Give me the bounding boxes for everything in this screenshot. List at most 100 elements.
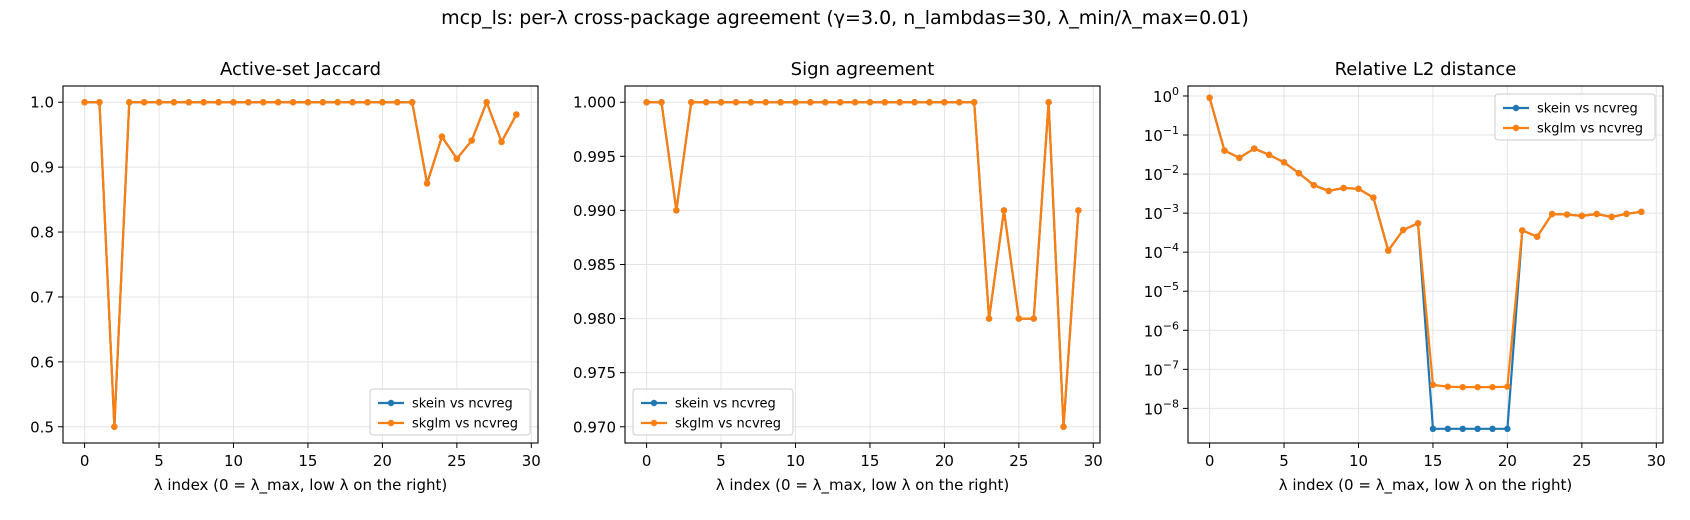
data-point [1265, 151, 1273, 159]
data-point [245, 99, 252, 106]
y-tick-label: 1.0 [30, 94, 54, 112]
data-point [702, 99, 710, 106]
legend: skein vs ncvreg skglm vs ncvreg [369, 388, 531, 436]
data-point [364, 99, 371, 106]
legend-box [369, 388, 531, 436]
data-point [304, 99, 312, 106]
y-tick-label: 100 [1153, 85, 1179, 106]
data-point [1429, 425, 1437, 433]
y-tick-label: 10−1 [1144, 124, 1179, 145]
x-tick-label: 20 [1498, 452, 1517, 470]
data-point [1608, 213, 1615, 221]
data-point [1280, 159, 1288, 166]
data-point [1251, 145, 1258, 152]
y-tick-label: 0.9 [30, 159, 54, 177]
data-point [1519, 227, 1526, 234]
x-axis-label: λ index (0 = λ_max, low λ on the right) [716, 476, 1010, 495]
y-tick-label: 0.7 [30, 288, 54, 306]
x-tick-label: 15 [860, 452, 879, 470]
data-point [111, 423, 118, 430]
data-point [1206, 94, 1213, 101]
chart-panel-1: 0 5 10 15 20 25 30 0.5 0.6 0.7 0.8 0.9 1.0 Active-set… [30, 59, 541, 495]
data-point [822, 99, 829, 106]
y-tick-label: 0.6 [30, 353, 54, 371]
figure-title: mcp_ls: per-λ cross-package agreement (γ… [441, 7, 1249, 29]
legend-entry-label: skein vs ncvreg [675, 397, 776, 412]
legend-entry-label: skglm vs ncvreg [675, 417, 781, 432]
data-point [1638, 208, 1645, 216]
data-point [215, 99, 222, 106]
x-tick-label: 5 [716, 452, 726, 470]
data-point [200, 99, 207, 106]
data-point [1459, 425, 1466, 433]
data-point [1444, 383, 1452, 390]
data-point [1459, 383, 1466, 391]
x-tick-label: 25 [1572, 452, 1591, 470]
data-point [140, 99, 148, 106]
legend-entry-label: skglm vs ncvreg [412, 417, 518, 432]
data-point [319, 99, 327, 106]
data-point [717, 99, 725, 106]
axes-title: Relative L2 distance [1335, 59, 1517, 80]
y-tick-label: 0.985 [573, 256, 616, 274]
data-point [96, 99, 103, 106]
x-tick-label: 25 [1009, 452, 1028, 470]
data-point [1414, 220, 1422, 227]
data-point [126, 99, 133, 106]
x-tick-label: 0 [1205, 452, 1215, 470]
data-point [1504, 383, 1511, 390]
data-point [1623, 210, 1630, 218]
chart-panel-3: 0 5 10 15 20 25 30 10−8 10−7 10−6 10−5 10−4 10−3 10−2… [1144, 59, 1666, 495]
data-point [408, 99, 416, 106]
data-point [453, 155, 461, 162]
data-point [1429, 381, 1437, 389]
data-point [985, 315, 993, 322]
data-point [1489, 383, 1496, 391]
data-point [1533, 233, 1541, 240]
legend-swatch-marker [1512, 124, 1520, 132]
data-point [1563, 211, 1571, 218]
data-point [732, 99, 740, 106]
data-point [1578, 212, 1586, 220]
data-point [1221, 147, 1228, 154]
data-point [394, 99, 401, 106]
legend-entry-label: skglm vs ncvreg [1537, 122, 1643, 137]
x-tick-label: 5 [154, 452, 164, 470]
axes-title: Active-set Jaccard [220, 59, 381, 80]
data-point [1370, 194, 1377, 201]
data-point [468, 137, 475, 144]
y-tick-label: 0.990 [573, 202, 616, 220]
data-point [155, 99, 163, 106]
legend-entry-label: skein vs ncvreg [412, 397, 513, 412]
data-point [926, 99, 933, 106]
x-axis-label: λ index (0 = λ_max, low λ on the right) [154, 476, 448, 495]
data-point [1489, 425, 1496, 433]
data-point [423, 180, 431, 187]
data-point [260, 99, 267, 106]
data-point [762, 99, 769, 106]
data-point [438, 133, 446, 140]
legend: skein vs ncvreg skglm vs ncvreg [632, 388, 794, 436]
data-point [956, 99, 963, 106]
axes-title: Sign agreement [791, 59, 935, 80]
data-point [1060, 423, 1067, 430]
data-point [896, 99, 903, 106]
data-point [747, 99, 755, 106]
y-tick-label: 10−8 [1144, 397, 1179, 418]
data-point [658, 99, 665, 106]
data-point [777, 99, 784, 106]
data-point [1045, 99, 1052, 106]
data-point [1444, 425, 1452, 433]
data-point [1548, 210, 1556, 218]
x-tick-label: 10 [1349, 452, 1368, 470]
data-point [1474, 425, 1481, 433]
y-tick-label: 1.000 [573, 94, 616, 112]
legend-swatch-marker [650, 419, 658, 427]
y-tick-label: 10−6 [1144, 319, 1179, 340]
x-tick-label: 25 [447, 452, 466, 470]
x-tick-label: 10 [786, 452, 805, 470]
y-tick-label: 10−2 [1144, 163, 1179, 184]
data-point [970, 99, 978, 106]
data-point [807, 99, 814, 106]
data-point [911, 99, 918, 106]
